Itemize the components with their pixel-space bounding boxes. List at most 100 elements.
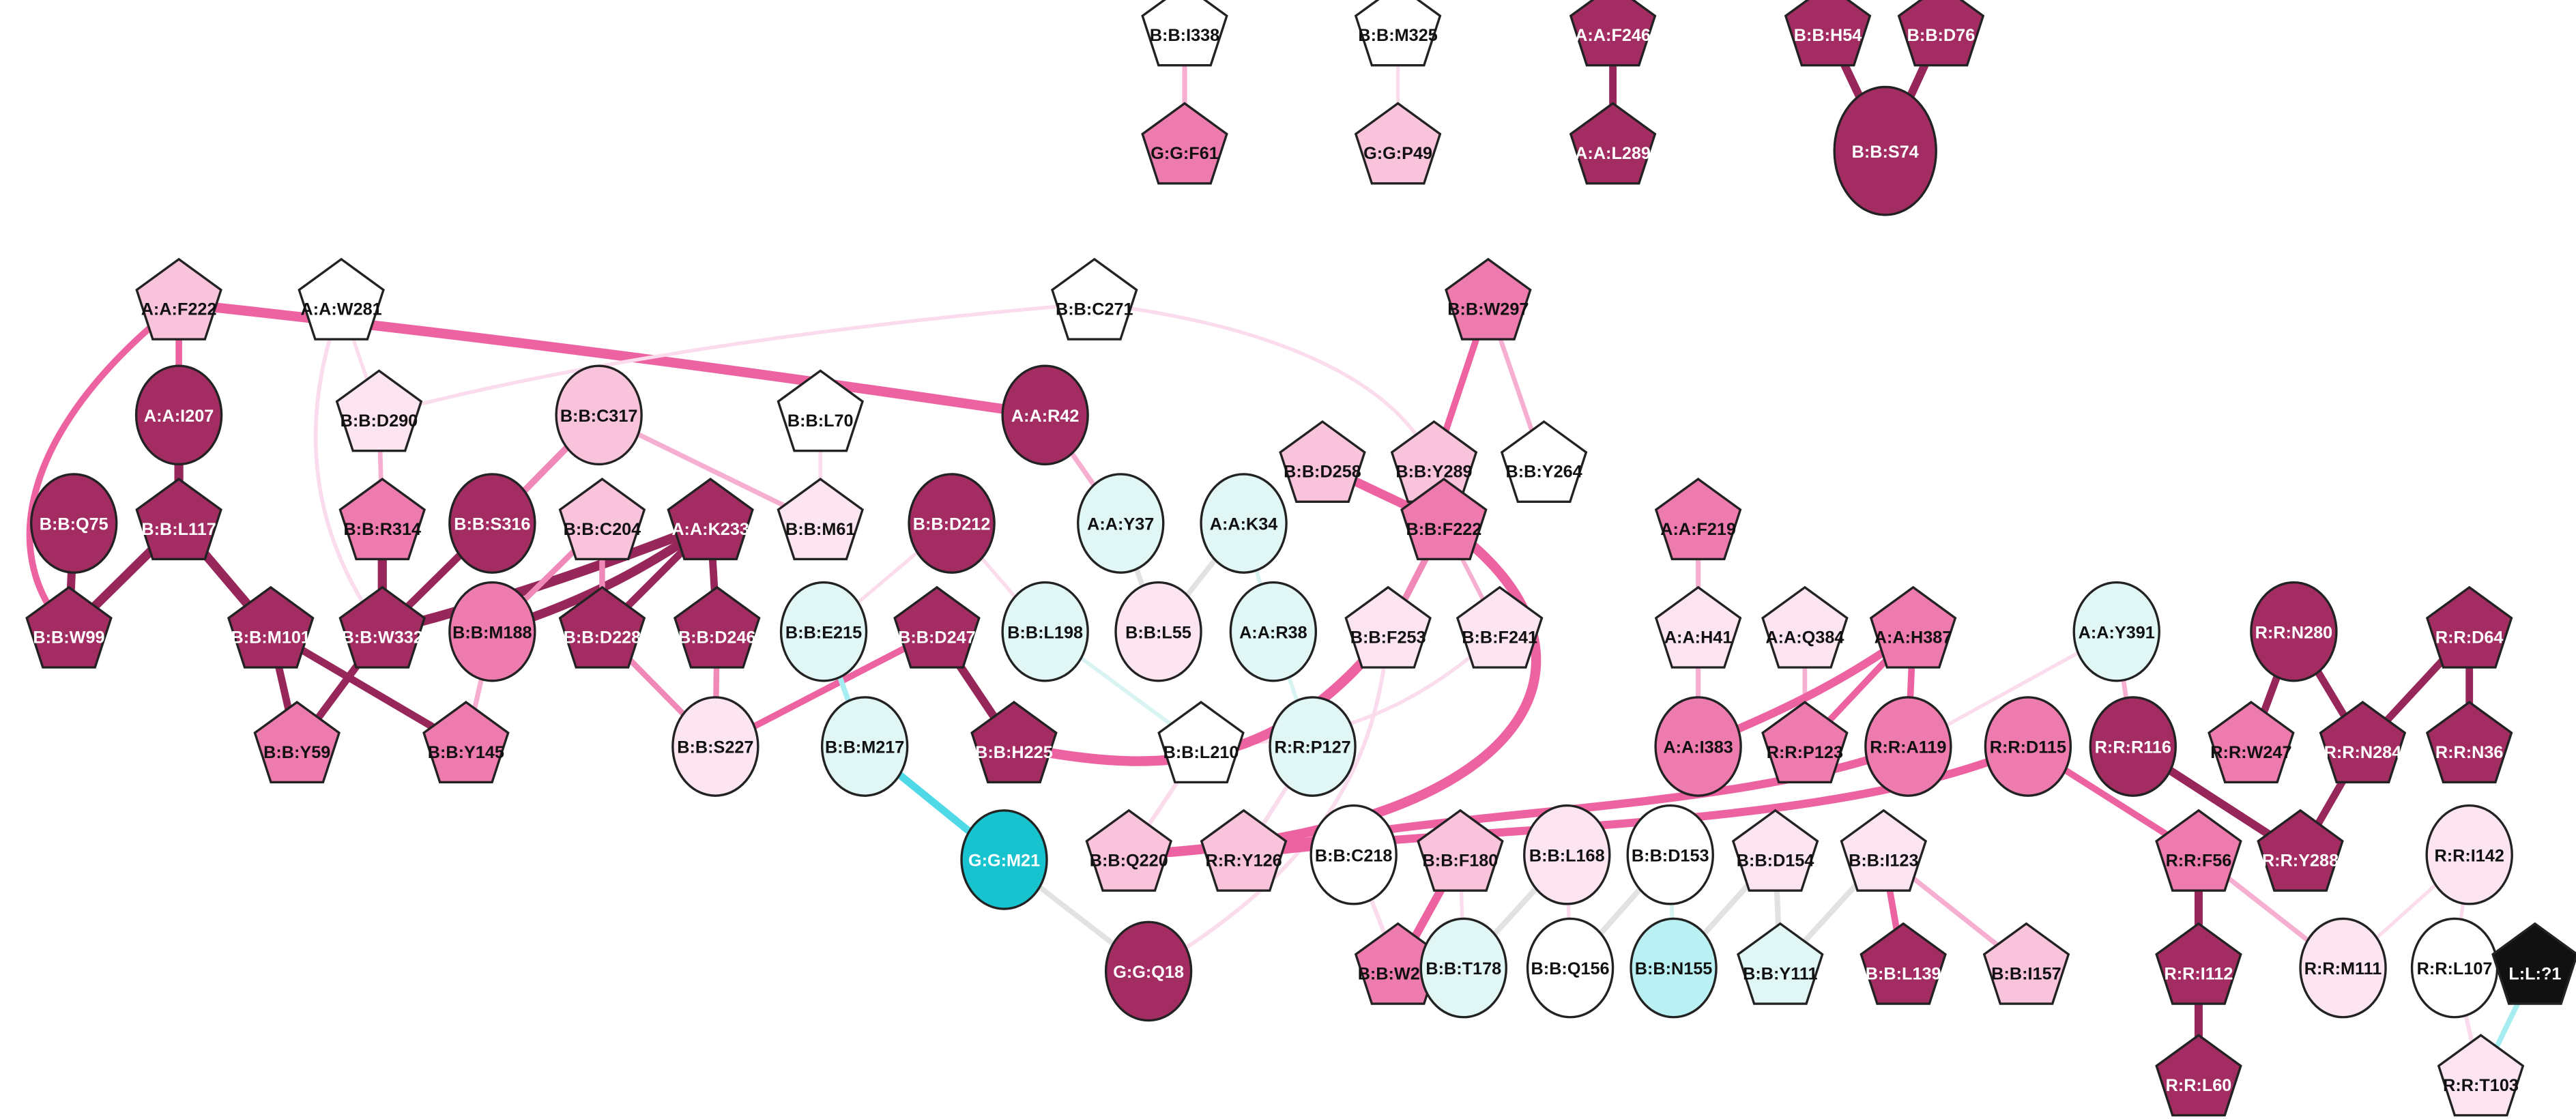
node-G:G:F61[interactable]: G:G:F61 — [1141, 102, 1228, 185]
node-B:B:S74[interactable]: B:B:S74 — [1833, 85, 1937, 216]
node-G:G:P49[interactable]: G:G:P49 — [1354, 102, 1442, 185]
pentagon-node-shape[interactable] — [1654, 585, 1742, 669]
pentagon-node-shape[interactable] — [2208, 701, 2295, 784]
pentagon-node-shape[interactable] — [1354, 0, 1442, 67]
node-B:B:S227[interactable]: B:B:S227 — [671, 696, 759, 797]
circle-node-shape[interactable] — [448, 581, 536, 682]
pentagon-node-shape[interactable] — [1731, 809, 1819, 892]
pentagon-node-shape[interactable] — [1569, 102, 1657, 185]
pentagon-node-shape[interactable] — [227, 585, 315, 669]
node-B:B:I123[interactable]: B:B:I123 — [1840, 809, 1928, 892]
pentagon-node-shape[interactable] — [1840, 809, 1928, 892]
pentagon-node-shape[interactable] — [1354, 102, 1442, 185]
node-B:B:W297[interactable]: B:B:W297 — [1445, 257, 1532, 340]
node-B:B:D154[interactable]: B:B:D154 — [1731, 809, 1819, 892]
circle-node-shape[interactable] — [1630, 917, 1718, 1019]
pentagon-node-shape[interactable] — [1344, 585, 1432, 669]
pentagon-node-shape[interactable] — [25, 585, 113, 669]
node-A:A:L289[interactable]: A:A:L289 — [1569, 102, 1657, 185]
node-B:B:N155[interactable]: B:B:N155 — [1630, 917, 1718, 1019]
pentagon-node-shape[interactable] — [135, 257, 222, 340]
node-A:A:I383[interactable]: A:A:I383 — [1654, 696, 1742, 797]
circle-node-shape[interactable] — [1001, 364, 1089, 466]
circle-node-shape[interactable] — [1104, 920, 1193, 1022]
pentagon-node-shape[interactable] — [2437, 1034, 2525, 1117]
pentagon-node-shape[interactable] — [1761, 701, 1849, 784]
node-B:B:D246[interactable]: B:B:D246 — [673, 585, 761, 669]
pentagon-node-shape[interactable] — [893, 585, 981, 669]
node-B:B:M325[interactable]: B:B:M325 — [1354, 0, 1442, 67]
node-B:B:H225[interactable]: B:B:H225 — [970, 701, 1058, 784]
node-A:A:I207[interactable]: A:A:I207 — [134, 364, 223, 466]
node-A:A:K233[interactable]: A:A:K233 — [667, 478, 754, 561]
circle-node-shape[interactable] — [30, 473, 118, 574]
circle-node-shape[interactable] — [2250, 581, 2338, 682]
node-A:A:F222[interactable]: A:A:F222 — [135, 257, 222, 340]
pentagon-node-shape[interactable] — [1569, 0, 1657, 67]
node-A:A:F219[interactable]: A:A:F219 — [1654, 478, 1742, 561]
circle-node-shape[interactable] — [2072, 581, 2160, 682]
pentagon-node-shape[interactable] — [2257, 809, 2344, 892]
pentagon-node-shape[interactable] — [558, 585, 646, 669]
node-B:B:Q156[interactable]: B:B:Q156 — [1526, 917, 1615, 1019]
node-R:R:I112[interactable]: R:R:I112 — [2155, 922, 2242, 1005]
circle-node-shape[interactable] — [1626, 804, 1714, 905]
node-R:R:L60[interactable]: R:R:L60 — [2155, 1034, 2242, 1117]
circle-node-shape[interactable] — [1864, 696, 1952, 797]
node-B:B:M217[interactable]: B:B:M217 — [820, 696, 909, 797]
node-B:B:F241[interactable]: B:B:F241 — [1456, 585, 1544, 669]
circle-node-shape[interactable] — [2425, 804, 2513, 905]
node-R:R:N280[interactable]: R:R:N280 — [2250, 581, 2338, 682]
node-B:B:F180[interactable]: B:B:F180 — [1417, 809, 1504, 892]
node-B:B:C317[interactable]: B:B:C317 — [555, 364, 643, 466]
node-R:R:N284[interactable]: R:R:N284 — [2319, 701, 2407, 784]
pentagon-node-shape[interactable] — [338, 585, 426, 669]
node-B:B:L210[interactable]: B:B:L210 — [1157, 701, 1245, 784]
pentagon-node-shape[interactable] — [1761, 585, 1849, 669]
pentagon-node-shape[interactable] — [777, 478, 865, 561]
node-A:A:Q384[interactable]: A:A:Q384 — [1761, 585, 1849, 669]
node-B:B:Y264[interactable]: B:B:Y264 — [1500, 420, 1588, 503]
node-B:B:S316[interactable]: B:B:S316 — [448, 473, 536, 574]
pentagon-node-shape[interactable] — [1085, 809, 1173, 892]
circle-node-shape[interactable] — [1229, 581, 1318, 682]
node-A:A:Y37[interactable]: A:A:Y37 — [1077, 473, 1165, 574]
circle-node-shape[interactable] — [908, 473, 996, 574]
node-B:B:T178[interactable]: B:B:T178 — [1419, 917, 1507, 1019]
pentagon-node-shape[interactable] — [2155, 1034, 2242, 1117]
node-B:B:D212[interactable]: B:B:D212 — [908, 473, 996, 574]
node-B:B:Y59[interactable]: B:B:Y59 — [253, 701, 341, 784]
circle-node-shape[interactable] — [1523, 804, 1611, 905]
pentagon-node-shape[interactable] — [558, 478, 646, 561]
node-A:A:Y391[interactable]: A:A:Y391 — [2072, 581, 2160, 682]
circle-node-shape[interactable] — [1269, 696, 1357, 797]
pentagon-node-shape[interactable] — [1417, 809, 1504, 892]
circle-node-shape[interactable] — [1114, 581, 1202, 682]
circle-node-shape[interactable] — [779, 581, 868, 682]
node-B:B:Q75[interactable]: B:B:Q75 — [30, 473, 118, 574]
pentagon-node-shape[interactable] — [253, 701, 341, 784]
pentagon-node-shape[interactable] — [1737, 922, 1824, 1005]
node-R:R:M111[interactable]: R:R:M111 — [2299, 917, 2387, 1019]
circle-node-shape[interactable] — [134, 364, 223, 466]
pentagon-node-shape[interactable] — [1141, 0, 1228, 67]
circle-node-shape[interactable] — [1001, 581, 1089, 682]
pentagon-node-shape[interactable] — [1400, 478, 1488, 561]
node-A:A:H41[interactable]: A:A:H41 — [1654, 585, 1742, 669]
node-A:A:W281[interactable]: A:A:W281 — [298, 257, 385, 340]
node-B:B:W99[interactable]: B:B:W99 — [25, 585, 113, 669]
pentagon-node-shape[interactable] — [1982, 922, 2070, 1005]
node-B:B:I338[interactable]: B:B:I338 — [1141, 0, 1228, 67]
node-B:B:L139[interactable]: B:B:L139 — [1859, 922, 1947, 1005]
node-B:B:D76[interactable]: B:B:D76 — [1897, 0, 1985, 67]
pentagon-node-shape[interactable] — [422, 701, 510, 784]
circle-node-shape[interactable] — [1309, 804, 1398, 905]
pentagon-node-shape[interactable] — [1784, 0, 1872, 67]
pentagon-node-shape[interactable] — [135, 478, 222, 561]
pentagon-node-shape[interactable] — [1157, 701, 1245, 784]
node-R:R:A119[interactable]: R:R:A119 — [1864, 696, 1952, 797]
node-B:B:E215[interactable]: B:B:E215 — [779, 581, 868, 682]
node-G:G:M21[interactable]: G:G:M21 — [960, 809, 1048, 910]
circle-node-shape[interactable] — [820, 696, 909, 797]
node-B:B:L198[interactable]: B:B:L198 — [1001, 581, 1089, 682]
